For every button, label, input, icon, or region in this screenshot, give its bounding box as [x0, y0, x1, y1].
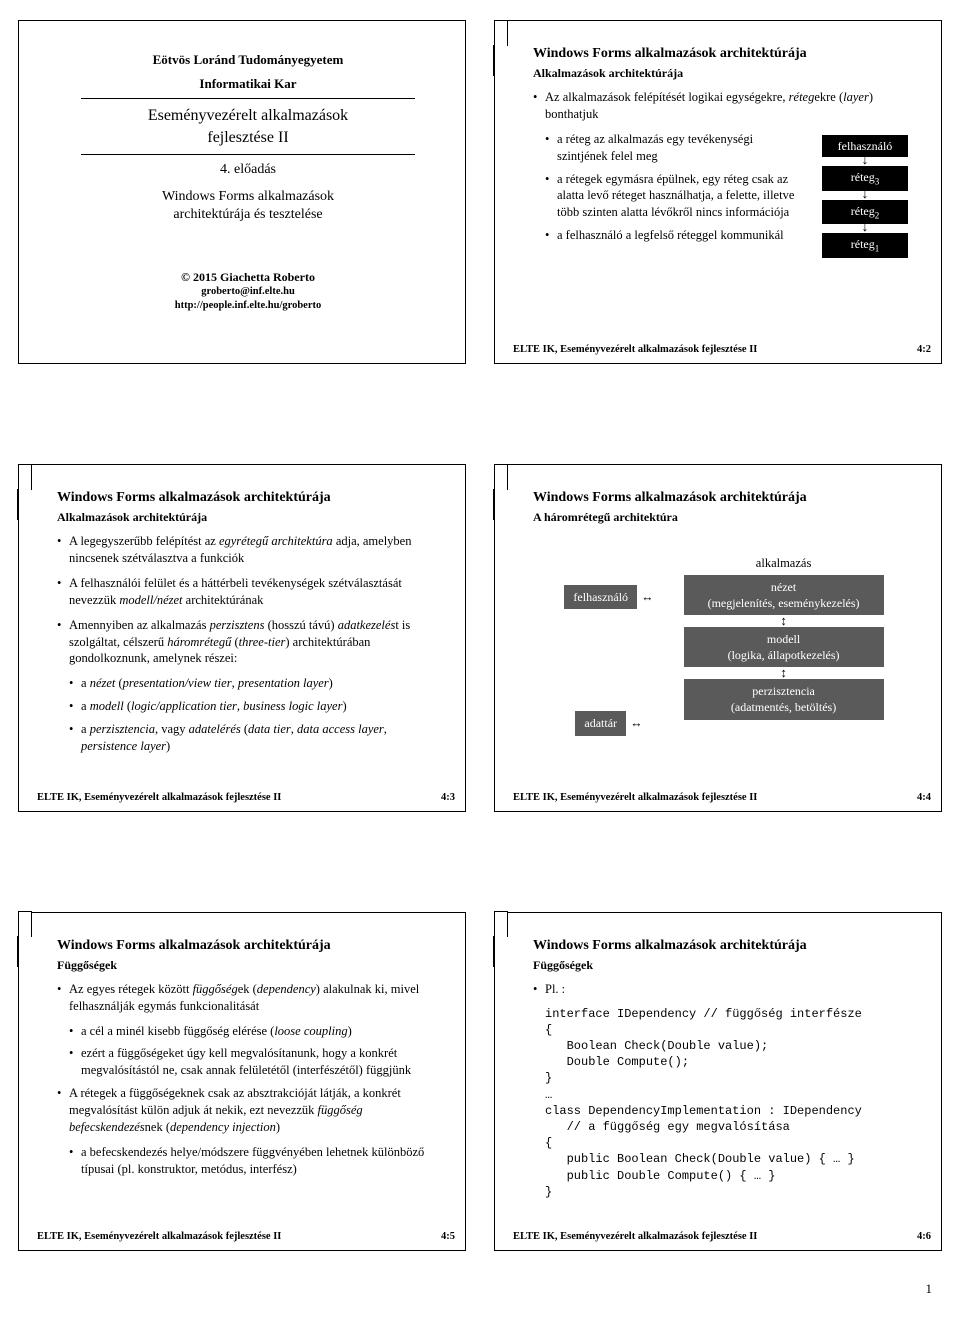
slide-3: Windows Forms alkalmazások architektúráj…	[18, 464, 466, 812]
course-title-2: fejlesztése II	[57, 127, 439, 149]
slide-grid: Eötvös Loránd Tudományegyetem Informatik…	[18, 20, 942, 1251]
slide-title: Windows Forms alkalmazások architektúráj…	[57, 937, 439, 956]
slide-tab	[18, 911, 32, 937]
footer-course: ELTE IK, Eseményvezérelt alkalmazások fe…	[513, 343, 757, 357]
sub-bullet: a réteg az alkalmazás egy tevékenységi s…	[533, 131, 803, 165]
updown-arrow-icon: ↕	[780, 615, 787, 627]
page-number: 1	[18, 1281, 942, 1297]
sub-bullet: a modell (logic/application tier, busine…	[57, 698, 439, 715]
arrow-down-icon: ↓	[862, 191, 869, 200]
topic-line-1: Windows Forms alkalmazások	[57, 188, 439, 206]
slide-tab	[494, 20, 508, 46]
sub-bullet: a felhasználó a legfelső réteggel kommun…	[533, 227, 803, 244]
footer-course: ELTE IK, Eseményvezérelt alkalmazások fe…	[513, 791, 757, 805]
slide-5: Windows Forms alkalmazások architektúráj…	[18, 912, 466, 1251]
slide-title: Windows Forms alkalmazások architektúráj…	[533, 45, 915, 64]
sub-bullet: a nézet (presentation/view tier, present…	[57, 675, 439, 692]
divider-2	[81, 154, 415, 155]
slide-4: Windows Forms alkalmazások architektúráj…	[494, 464, 942, 812]
bullet-item: Amennyiben az alkalmazás perzisztens (ho…	[57, 617, 439, 668]
slide-title: Windows Forms alkalmazások architektúráj…	[533, 489, 915, 508]
slide-tab	[494, 464, 508, 490]
divider-1	[81, 98, 415, 99]
author-credit: © 2015 Giachetta Roberto	[57, 269, 439, 285]
arrow-down-icon: ↓	[862, 157, 869, 166]
author-url: http://people.inf.elte.hu/groberto	[57, 299, 439, 313]
bullet-item: Az alkalmazások felépítését logikai egys…	[533, 89, 915, 123]
bidir-arrow-icon: ↔	[641, 589, 654, 606]
slide-footer: ELTE IK, Eseményvezérelt alkalmazások fe…	[37, 791, 455, 805]
footer-course: ELTE IK, Eseményvezérelt alkalmazások fe…	[37, 1230, 281, 1244]
topic-line-2: architektúrája és tesztelése	[57, 206, 439, 224]
slide-6: Windows Forms alkalmazások architektúráj…	[494, 912, 942, 1251]
slide-footer: ELTE IK, Eseményvezérelt alkalmazások fe…	[513, 1230, 931, 1244]
bullet-list: Az alkalmazások felépítését logikai egys…	[533, 89, 915, 123]
layer-diagram: felhasználó ↓ réteg3 ↓ réteg2 ↓ réteg1	[815, 135, 915, 258]
sub-bullet: a befecskendezés helye/módszere függvény…	[57, 1144, 439, 1178]
slide-subtitle: Alkalmazások architektúrája	[57, 509, 439, 525]
slide-tab	[18, 464, 32, 490]
slide-subtitle: Alkalmazások architektúrája	[533, 65, 915, 81]
diagram-box-model: modell (logika, állapotkezelés)	[684, 627, 884, 667]
diagram-box-storage: adattár	[575, 711, 626, 735]
bidir-arrow-icon: ↔	[630, 715, 643, 732]
footer-page: 4:3	[441, 791, 455, 805]
bullet-item: Az egyes rétegek között függőségek (depe…	[57, 981, 439, 1015]
sub-bullet: ezért a függőségeket úgy kell megvalósít…	[57, 1045, 439, 1079]
footer-course: ELTE IK, Eseményvezérelt alkalmazások fe…	[37, 791, 281, 805]
slide-footer: ELTE IK, Eseményvezérelt alkalmazások fe…	[513, 343, 931, 357]
footer-page: 4:6	[917, 1230, 931, 1244]
footer-course: ELTE IK, Eseményvezérelt alkalmazások fe…	[513, 1230, 757, 1244]
author-email: groberto@inf.elte.hu	[57, 285, 439, 299]
architecture-diagram: felhasználó ↔ adattár ↔ alkalmazás nézet…	[533, 555, 915, 735]
bullet-list: Az egyes rétegek között függőségek (depe…	[57, 981, 439, 1178]
bullet-list: Pl. :	[533, 981, 915, 998]
footer-page: 4:4	[917, 791, 931, 805]
bullet-item: Pl. :	[533, 981, 915, 998]
slide-subtitle: Függőségek	[57, 957, 439, 973]
updown-arrow-icon: ↕	[780, 667, 787, 679]
bullet-item: A rétegek a függőségeknek csak az absztr…	[57, 1085, 439, 1136]
sub-bullet: a cél a minél kisebb függőség elérése (l…	[57, 1023, 439, 1040]
slide-subtitle: A háromrétegű architektúra	[533, 509, 915, 525]
diagram-box-view: nézet (megjelenítés, eseménykezelés)	[684, 575, 884, 615]
arrow-down-icon: ↓	[862, 224, 869, 233]
bullet-list: A legegyszerűbb felépítést az egyrétegű …	[57, 533, 439, 755]
slide-subtitle: Függőségek	[533, 957, 915, 973]
slide-title: Windows Forms alkalmazások architektúráj…	[533, 937, 915, 956]
course-title-1: Eseményvezérelt alkalmazások	[57, 105, 439, 127]
lecture-number: 4. előadás	[57, 161, 439, 180]
bullet-item: A legegyszerűbb felépítést az egyrétegű …	[57, 533, 439, 567]
slide-2: Windows Forms alkalmazások architektúráj…	[494, 20, 942, 364]
university-line1: Eötvös Loránd Tudományegyetem	[57, 51, 439, 69]
bullet-item: A felhasználói felület és a háttérbeli t…	[57, 575, 439, 609]
app-label: alkalmazás	[756, 555, 812, 572]
footer-page: 4:5	[441, 1230, 455, 1244]
slide-title: Windows Forms alkalmazások architektúráj…	[57, 489, 439, 508]
slide-1: Eötvös Loránd Tudományegyetem Informatik…	[18, 20, 466, 364]
diagram-box-persistence: perzisztencia (adatmentés, betöltés)	[684, 679, 884, 719]
slide-footer: ELTE IK, Eseményvezérelt alkalmazások fe…	[513, 791, 931, 805]
code-block: interface IDependency // függőség interf…	[545, 1006, 915, 1200]
app-stack: alkalmazás nézet (megjelenítés, eseményk…	[684, 555, 884, 735]
slide-footer: ELTE IK, Eseményvezérelt alkalmazások fe…	[37, 1230, 455, 1244]
diagram-box-user: felhasználó	[564, 585, 637, 609]
sub-bullet: a perzisztencia, vagy adatelérés (data t…	[57, 721, 439, 755]
sub-bullet: a rétegek egymásra épülnek, egy réteg cs…	[533, 171, 803, 222]
university-line2: Informatikai Kar	[57, 75, 439, 93]
slide-tab	[494, 911, 508, 937]
footer-page: 4:2	[917, 343, 931, 357]
layer-box-1: réteg1	[822, 233, 908, 258]
